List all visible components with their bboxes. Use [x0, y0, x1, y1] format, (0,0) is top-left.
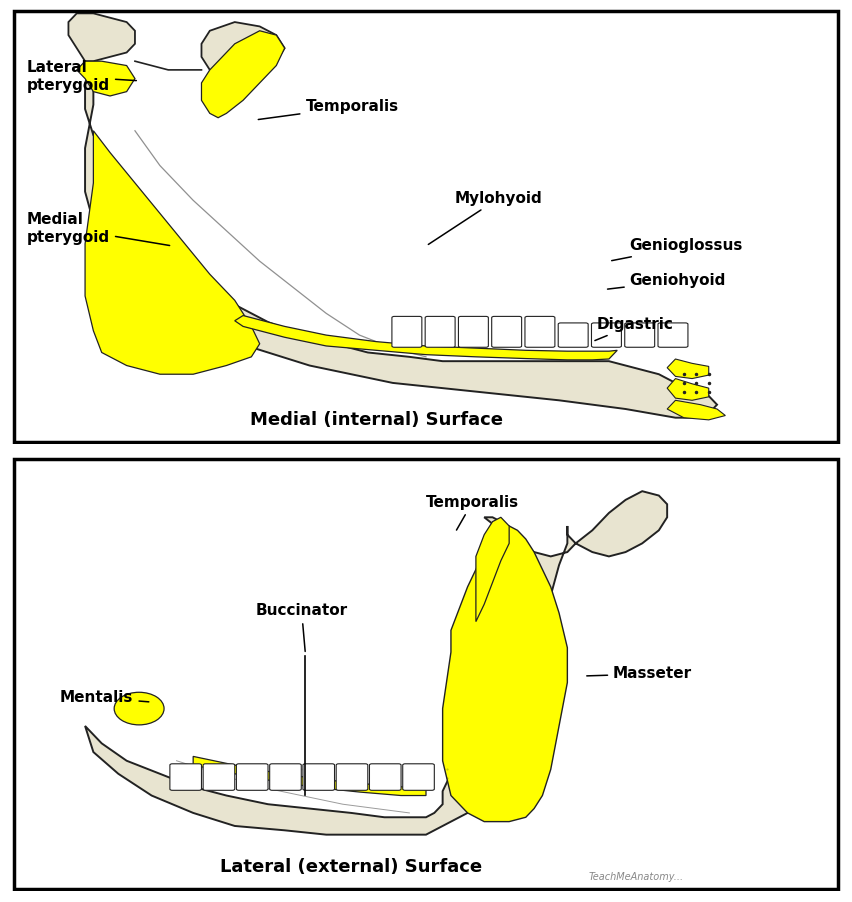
Text: Digastric: Digastric: [595, 317, 673, 341]
FancyBboxPatch shape: [403, 764, 435, 790]
Text: Masseter: Masseter: [587, 667, 692, 681]
Polygon shape: [77, 61, 135, 96]
Polygon shape: [68, 14, 135, 61]
FancyBboxPatch shape: [591, 323, 621, 347]
Polygon shape: [443, 526, 567, 822]
Text: Buccinator: Buccinator: [256, 603, 348, 651]
FancyBboxPatch shape: [170, 764, 201, 790]
Text: TeachMeAnatomy...: TeachMeAnatomy...: [588, 872, 683, 882]
Polygon shape: [476, 517, 509, 621]
Polygon shape: [667, 359, 709, 379]
Text: Mentalis: Mentalis: [60, 690, 149, 705]
FancyBboxPatch shape: [392, 317, 422, 347]
Text: Medial (internal) Surface: Medial (internal) Surface: [250, 411, 503, 428]
Polygon shape: [667, 400, 725, 419]
Ellipse shape: [114, 692, 164, 725]
FancyBboxPatch shape: [525, 317, 555, 347]
Text: Lateral (external) Surface: Lateral (external) Surface: [220, 859, 482, 876]
Text: Medial
pterygoid: Medial pterygoid: [27, 212, 170, 245]
Polygon shape: [201, 31, 285, 118]
FancyBboxPatch shape: [236, 764, 268, 790]
Polygon shape: [193, 757, 426, 796]
Polygon shape: [667, 379, 709, 400]
FancyBboxPatch shape: [370, 764, 401, 790]
FancyBboxPatch shape: [270, 764, 302, 790]
FancyBboxPatch shape: [658, 323, 688, 347]
FancyBboxPatch shape: [303, 764, 335, 790]
FancyBboxPatch shape: [558, 323, 588, 347]
Text: Temporalis: Temporalis: [258, 99, 399, 119]
FancyBboxPatch shape: [458, 317, 488, 347]
Text: Lateral
pterygoid: Lateral pterygoid: [27, 60, 136, 93]
Polygon shape: [201, 22, 285, 74]
Polygon shape: [85, 61, 717, 418]
FancyBboxPatch shape: [337, 764, 368, 790]
FancyBboxPatch shape: [425, 317, 455, 347]
Polygon shape: [85, 492, 667, 834]
FancyBboxPatch shape: [203, 764, 235, 790]
FancyBboxPatch shape: [492, 317, 521, 347]
Text: Genioglossus: Genioglossus: [612, 238, 743, 261]
Polygon shape: [85, 131, 260, 374]
Text: Geniohyoid: Geniohyoid: [607, 273, 726, 290]
FancyBboxPatch shape: [625, 323, 654, 347]
Text: Mylohyoid: Mylohyoid: [429, 190, 543, 244]
Polygon shape: [235, 316, 617, 360]
Text: Temporalis: Temporalis: [426, 494, 519, 530]
